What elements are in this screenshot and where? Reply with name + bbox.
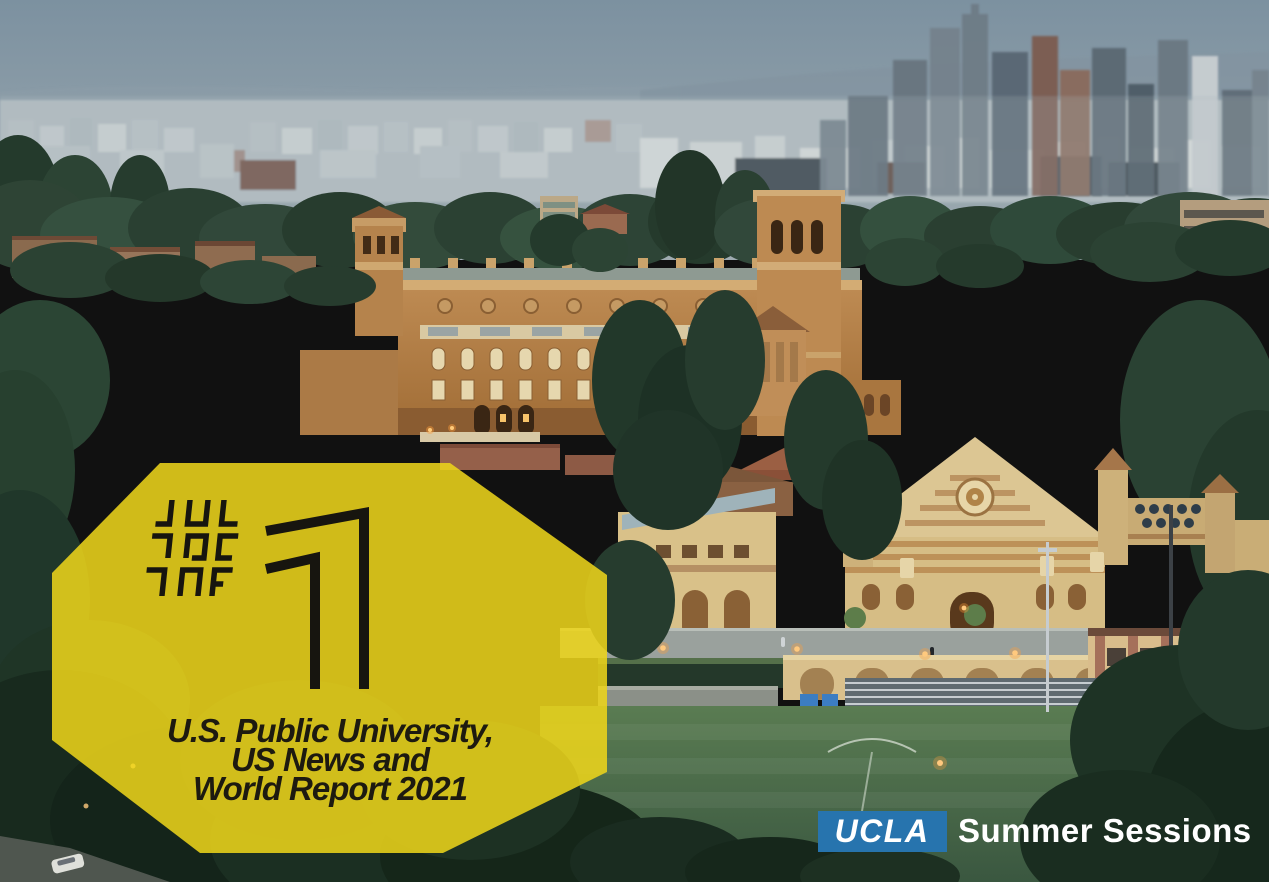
badge-line-1: U.S. Public University,	[167, 712, 493, 749]
ucla-wordmark: UCLA	[835, 813, 930, 849]
ucla-logo-box	[818, 811, 947, 852]
number-one-icon	[264, 506, 369, 689]
ucla-summer-sessions-logo: UCLA Summer Sessions	[818, 811, 1252, 852]
summer-sessions-label: Summer Sessions	[958, 812, 1252, 849]
badge-line-3: World Report 2021	[193, 770, 467, 807]
badge-octagon	[52, 463, 607, 853]
campus-road-corner	[0, 763, 170, 882]
rank-badge: #1 U.S. Public University, US News and W…	[52, 463, 607, 853]
badge-line-2: US News and	[231, 741, 431, 778]
downtown-la-skyline	[0, 4, 1269, 204]
hash-icon: #1	[146, 500, 239, 596]
tree-accents	[10, 214, 1269, 630]
